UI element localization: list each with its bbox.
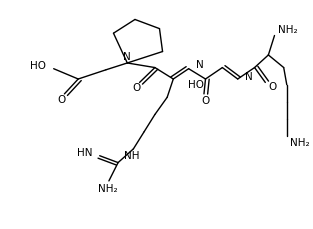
Text: HN: HN <box>76 148 92 158</box>
Text: N: N <box>123 52 131 62</box>
Text: O: O <box>132 83 141 93</box>
Text: HO: HO <box>30 61 46 71</box>
Text: O: O <box>57 95 65 105</box>
Text: NH₂: NH₂ <box>290 138 310 148</box>
Text: O: O <box>201 96 210 106</box>
Text: O: O <box>268 82 277 92</box>
Text: NH₂: NH₂ <box>98 184 117 194</box>
Text: N: N <box>245 72 253 82</box>
Text: N: N <box>196 60 204 70</box>
Text: NH: NH <box>124 151 140 161</box>
Text: NH₂: NH₂ <box>278 25 297 35</box>
Text: HO: HO <box>188 80 204 90</box>
